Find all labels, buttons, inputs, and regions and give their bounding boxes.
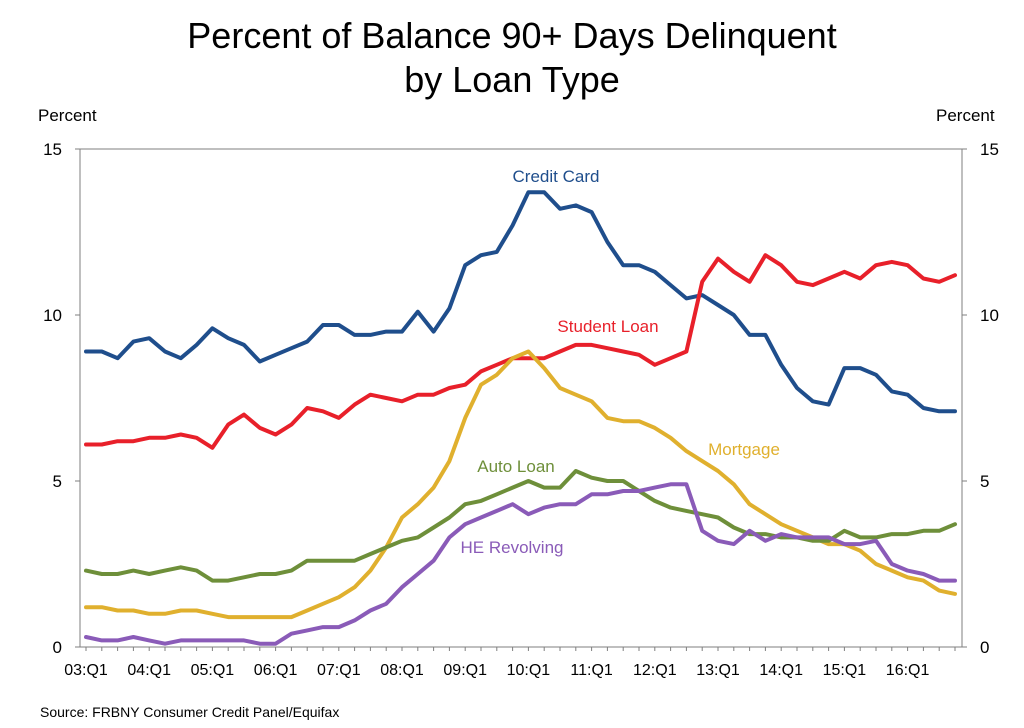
y-tick-label-right: 15	[980, 140, 999, 159]
series-line-student-loan	[84, 253, 957, 450]
y-tick-label-left: 0	[53, 638, 62, 657]
y-tick-label-left: 5	[53, 472, 62, 491]
series-label-auto-loan: Auto Loan	[477, 457, 555, 476]
x-tick-label: 07:Q1	[317, 662, 361, 679]
y-tick-label-right: 0	[980, 638, 989, 657]
x-tick-label: 08:Q1	[380, 662, 424, 679]
x-tick-label: 06:Q1	[254, 662, 298, 679]
x-tick-label: 10:Q1	[507, 662, 551, 679]
y-tick-label-right: 10	[980, 306, 999, 325]
x-tick-label: 12:Q1	[633, 662, 677, 679]
x-tick-label: 05:Q1	[191, 662, 235, 679]
x-tick-label: 09:Q1	[443, 662, 487, 679]
x-tick-label: 14:Q1	[759, 662, 803, 679]
source-note: Source: FRBNY Consumer Credit Panel/Equi…	[40, 704, 340, 720]
series-label-he-revolving: HE Revolving	[461, 538, 564, 557]
series-line-auto-loan	[84, 469, 957, 583]
y-tick-label-right: 5	[980, 472, 989, 491]
series-label-credit-card: Credit Card	[513, 167, 600, 186]
x-tick-label: 15:Q1	[823, 662, 867, 679]
series-label-mortgage: Mortgage	[708, 440, 780, 459]
right-axis-label: Percent	[936, 106, 995, 125]
chart-title: Percent of Balance 90+ Days Delinquent b…	[0, 14, 1024, 102]
y-tick-label-left: 10	[43, 306, 62, 325]
chart-title-line-2: by Loan Type	[404, 59, 620, 100]
plot-frame	[79, 148, 963, 648]
x-tick-label: 03:Q1	[64, 662, 108, 679]
x-tick-label: 11:Q1	[570, 662, 613, 679]
series-line-he-revolving	[84, 482, 957, 646]
x-tick-label: 04:Q1	[127, 662, 171, 679]
chart-title-line-1: Percent of Balance 90+ Days Delinquent	[187, 15, 837, 56]
x-tick-label: 13:Q1	[696, 662, 740, 679]
y-tick-label-left: 15	[43, 140, 62, 159]
left-axis-label: Percent	[38, 106, 97, 125]
x-tick-label: 16:Q1	[886, 662, 930, 679]
series-line-credit-card	[84, 190, 957, 414]
series-label-student-loan: Student Loan	[557, 317, 658, 336]
